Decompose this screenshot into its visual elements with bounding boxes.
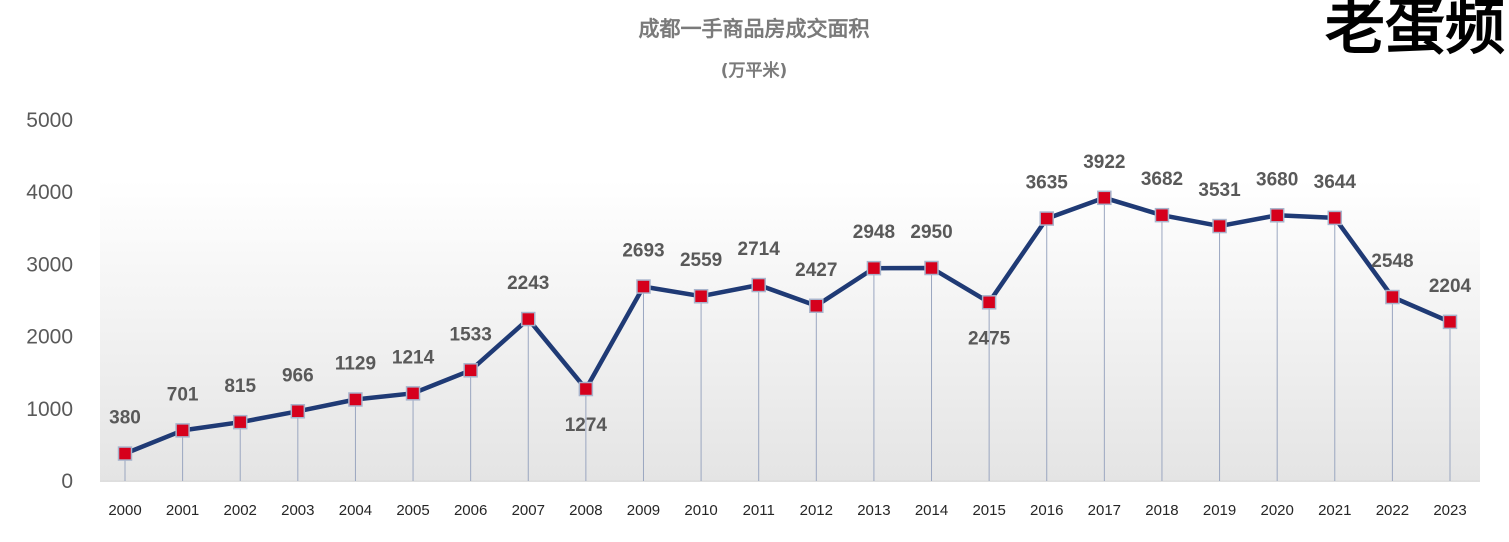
series-line [122, 195, 1453, 456]
y-axis: 0 1000 2000 3000 4000 5000 [26, 109, 73, 493]
data-label: 3680 [1256, 169, 1298, 190]
data-point-marker [809, 298, 824, 314]
chart-subtitle: (万平米) [721, 60, 788, 81]
x-tick-label: 2001 [166, 502, 199, 519]
data-point-marker [751, 277, 766, 293]
data-label: 701 [167, 384, 199, 405]
data-point-marker [636, 279, 651, 294]
data-label: 1214 [392, 347, 435, 368]
x-tick-label: 2005 [396, 502, 429, 519]
plot-area [100, 180, 1480, 482]
y-tick-label: 5000 [26, 109, 73, 132]
data-label: 3531 [1198, 180, 1241, 201]
data-label: 2948 [853, 222, 895, 243]
x-tick-label: 2010 [684, 502, 717, 519]
x-tick-label: 2002 [224, 502, 257, 519]
x-tick-label: 2014 [915, 502, 948, 519]
x-tick-label: 2011 [743, 502, 775, 519]
x-tick-label: 2007 [512, 502, 545, 519]
data-label: 1533 [450, 324, 492, 345]
x-tick-label: 2009 [627, 502, 660, 519]
x-axis: 2000 2001 2002 2003 2004 2005 2006 2007 2008 2009… [100, 480, 1480, 519]
x-tick-label: 2020 [1260, 502, 1293, 519]
data-label: 966 [282, 365, 314, 386]
chart-title: 成都一手商品房成交面积 [639, 17, 870, 41]
data-point-marker [578, 381, 594, 397]
data-label: 3644 [1314, 172, 1357, 193]
data-point-marker [463, 363, 478, 378]
series-markers [117, 190, 1458, 461]
data-point-marker [866, 260, 882, 276]
data-label: 2204 [1429, 276, 1472, 297]
data-label: 2693 [622, 241, 664, 262]
data-label: 2243 [507, 273, 549, 294]
data-point-marker [981, 295, 997, 310]
data-label: 1129 [335, 353, 376, 374]
data-label: 2427 [795, 260, 837, 281]
data-point-marker [1097, 190, 1112, 206]
data-point-marker [232, 414, 248, 430]
data-point-marker [1269, 208, 1285, 223]
y-tick-label: 0 [61, 470, 73, 493]
data-point-marker [1442, 314, 1458, 330]
x-tick-label: 2019 [1203, 502, 1236, 519]
y-tick-label: 1000 [26, 398, 73, 421]
data-labels: 380 701 815 966 1129 1214 1533 2243 1274 2693 2559… [109, 152, 1471, 436]
data-point-marker [1385, 289, 1400, 305]
y-tick-label: 4000 [26, 181, 73, 204]
data-point-marker [1039, 211, 1054, 226]
x-tick-label: 2021 [1318, 502, 1351, 519]
data-label: 3682 [1141, 169, 1183, 190]
x-tick-label: 2006 [454, 502, 487, 519]
x-tick-label: 2000 [108, 502, 141, 519]
data-label: 2950 [910, 222, 952, 243]
x-tick-label: 2013 [857, 502, 890, 519]
y-tick-label: 2000 [26, 326, 73, 349]
data-label: 380 [109, 408, 141, 429]
x-tick-label: 2012 [800, 502, 833, 519]
data-point-marker [924, 260, 939, 276]
series-line-group [122, 195, 1453, 456]
data-point-marker [693, 288, 709, 304]
data-label: 2559 [680, 250, 722, 271]
data-label: 3922 [1083, 152, 1125, 173]
data-point-marker [348, 392, 363, 407]
data-label: 2548 [1371, 251, 1413, 272]
data-point-marker [290, 404, 306, 419]
drop-lines [124, 197, 1451, 481]
y-tick-label: 3000 [26, 253, 73, 276]
x-tick-label: 2023 [1433, 502, 1466, 519]
data-point-marker [117, 446, 133, 461]
data-label: 815 [224, 376, 256, 397]
x-tick-label: 2008 [569, 502, 602, 519]
data-label: 3635 [1026, 173, 1069, 194]
data-point-marker [521, 311, 536, 327]
x-tick-label: 2004 [339, 502, 372, 519]
x-tick-label: 2018 [1145, 502, 1178, 519]
x-tick-label: 2017 [1088, 502, 1121, 519]
data-point-marker [1154, 207, 1170, 223]
data-point-marker [1327, 210, 1343, 226]
watermark-text: 老蛋频 [1325, 0, 1505, 63]
data-point-marker [405, 386, 421, 401]
x-tick-label: 2015 [972, 502, 1005, 519]
data-point-marker [175, 423, 190, 438]
x-tick-label: 2016 [1030, 502, 1063, 519]
data-label: 2714 [738, 239, 781, 260]
data-point-marker [1212, 218, 1227, 234]
x-tick-label: 2022 [1376, 502, 1409, 519]
data-label: 1274 [565, 415, 608, 436]
data-label: 2475 [968, 328, 1011, 349]
x-tick-label: 2003 [281, 502, 314, 519]
